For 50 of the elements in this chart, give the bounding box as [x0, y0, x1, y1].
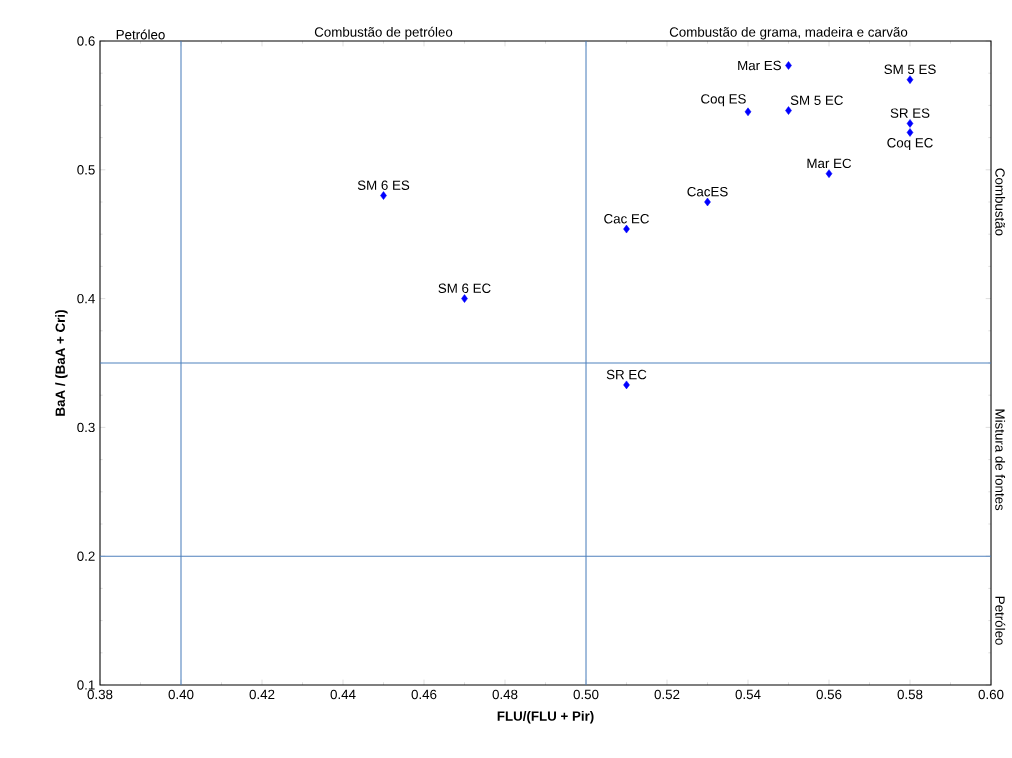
y-axis-title: BaA / (BaA + Cri): [55, 310, 68, 416]
y-tick-label: 0.5: [77, 165, 95, 175]
x-tick-label: 0.50: [573, 689, 599, 700]
annotation: SM 5 ES: [884, 64, 936, 75]
point: [380, 191, 387, 200]
x-axis-title: FLU/(FLU + Pir): [497, 710, 594, 724]
y-tick-label: 0.2: [77, 551, 95, 561]
annotation: SM 6 ES: [357, 180, 410, 190]
x-tick-label: 0.44: [330, 689, 356, 700]
annotation: SM 6 EC: [438, 283, 491, 293]
text: Petróleo: [116, 29, 165, 40]
x-tick-label: 0.60: [978, 689, 1004, 700]
text: Petróleo: [995, 596, 1006, 645]
annotation: Cac EC: [604, 214, 649, 224]
point: [623, 224, 630, 234]
point: [825, 169, 833, 178]
y-tick-label: 0.6: [77, 36, 95, 46]
x-tick-label: 0.54: [735, 689, 761, 700]
annotation: Coq ES: [701, 94, 746, 107]
annotation: SR ES: [890, 108, 930, 118]
y-tick-label: 0.3: [77, 422, 95, 433]
point: [704, 197, 711, 207]
text: Combustão de grama, madeira e carvão: [669, 26, 908, 40]
point: [785, 61, 792, 70]
text: Combustão: [995, 168, 1006, 236]
annotation: Mar EC: [807, 158, 852, 169]
x-tick-label: 0.58: [897, 689, 923, 700]
text: Mistura de fontes: [995, 409, 1006, 511]
y-tick-label: 0.1: [77, 680, 95, 690]
point: [906, 75, 914, 84]
annotation: SR EC: [606, 369, 647, 380]
point: [461, 294, 468, 303]
x-tick-label: 0.42: [249, 689, 275, 700]
x-tick-label: 0.46: [411, 689, 437, 700]
annotation: Coq EC: [887, 138, 933, 151]
annotation: CacES: [687, 186, 728, 197]
text: Combustão de petróleo: [314, 26, 453, 40]
point: [785, 106, 792, 115]
x-tick-label: 0.48: [492, 689, 518, 700]
point: [623, 380, 630, 390]
x-tick-label: 0.52: [654, 689, 680, 700]
y-tick-label: 0.4: [77, 293, 95, 304]
point: [906, 119, 914, 128]
x-tick-label: 0.40: [168, 689, 194, 700]
annotation: Mar ES: [738, 60, 781, 71]
x-tick-label: 0.38: [87, 689, 113, 700]
annotation: SM 5 EC: [790, 95, 843, 105]
x-tick-label: 0.56: [816, 689, 842, 700]
point: [744, 107, 752, 117]
point: [906, 128, 914, 137]
